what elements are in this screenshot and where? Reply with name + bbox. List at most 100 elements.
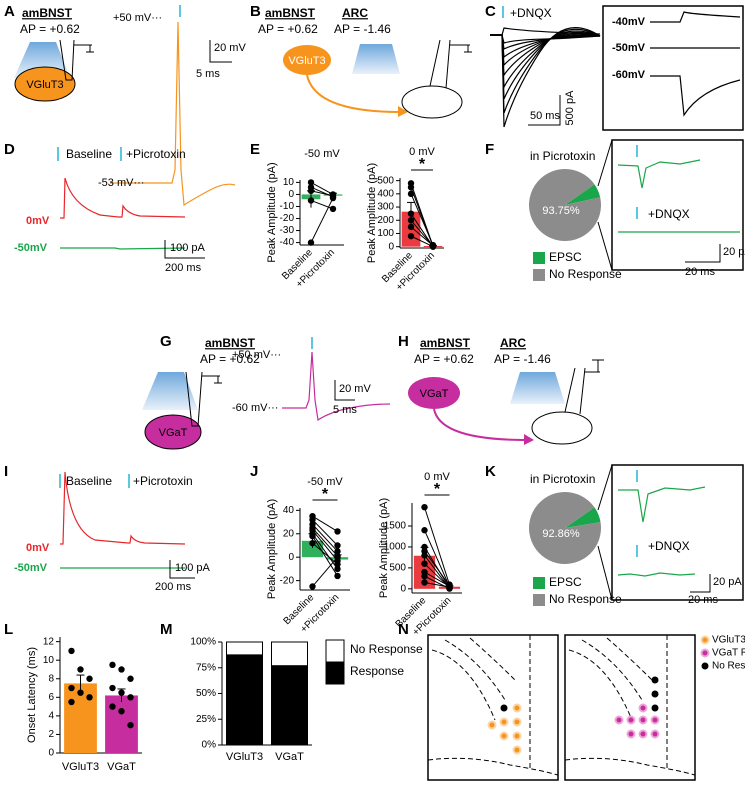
data-point (118, 666, 125, 673)
legend-label: No Response (350, 642, 423, 656)
y-tick-label: 10 (283, 177, 295, 188)
significance-label: * (419, 156, 426, 173)
drug-label: +DNQX (648, 539, 690, 553)
data-point (309, 516, 316, 523)
holding-label: 0mV (26, 542, 50, 554)
pair-line (312, 519, 338, 546)
y-axis-label: Peak Amplitude (pA) (378, 498, 390, 598)
region: amBNST (205, 336, 256, 350)
trace (490, 28, 601, 114)
target-region: ARC (500, 336, 526, 350)
region: amBNST (22, 6, 73, 20)
light-pulse (179, 5, 181, 17)
y-tick-label: 400 (377, 188, 394, 199)
y-tick-label: 2 (48, 729, 54, 740)
pair-line (310, 190, 334, 197)
panel-label: M (160, 621, 173, 638)
data-point (421, 503, 428, 511)
data-point (407, 190, 415, 198)
trace (490, 30, 601, 100)
data-point (86, 694, 93, 701)
scale-bar (685, 244, 721, 263)
y-tick-label: 75% (196, 662, 216, 673)
data-point (407, 184, 415, 191)
y-tick-label: 0 (288, 552, 294, 563)
pair-line (424, 571, 450, 587)
y-tick-label: 12 (43, 636, 55, 647)
data-point (334, 554, 341, 561)
cell-label: VGluT3 (26, 79, 63, 91)
data-point (86, 675, 93, 682)
legend-label: No Response (712, 661, 745, 672)
data-point (77, 689, 84, 696)
data-point (307, 239, 315, 246)
scale-x: 5 ms (196, 68, 220, 80)
data-point (334, 572, 341, 580)
condition: Baseline (66, 474, 112, 488)
y-tick-label: 500 (389, 563, 406, 574)
legend-swatch (533, 577, 545, 589)
data-point (68, 647, 75, 655)
trace (490, 34, 601, 44)
y-axis-label: Peak Amplitude (pA) (266, 499, 278, 599)
light-pulse (636, 545, 638, 557)
scale-x: 200 ms (165, 262, 202, 274)
legend-label: VGluT3 Response (712, 635, 745, 646)
significance-label: * (322, 486, 329, 503)
y-tick-label: 50% (196, 688, 216, 699)
trace (60, 471, 186, 545)
light-pulse (59, 474, 61, 488)
y-axis-label: Peak Amplitude (pA) (366, 163, 378, 263)
pair-line (312, 556, 338, 587)
y-tick-label: -20 (280, 213, 295, 224)
inset-box (611, 139, 744, 271)
scale-x: 5 ms (333, 404, 357, 416)
trace (490, 27, 601, 128)
peak-label: +50 mV··· (232, 349, 281, 361)
light-pulse (636, 207, 638, 219)
connector (597, 139, 613, 271)
scale-x: 20 ms (685, 266, 715, 278)
trace (110, 21, 236, 207)
data-point (446, 583, 453, 591)
bar-segment (226, 641, 263, 656)
y-axis-label: Onset Latency (ms) (26, 647, 38, 743)
data-point (421, 573, 428, 580)
panel-label: C (485, 3, 496, 20)
light-pulse (120, 147, 122, 161)
data-point (127, 694, 134, 701)
data-point (407, 223, 415, 231)
source-region: amBNST (265, 6, 316, 20)
y-tick-label: 6 (48, 692, 54, 703)
y-tick-label: 300 (377, 202, 394, 213)
scale-bar (528, 95, 561, 126)
panel-label: H (398, 333, 409, 350)
slice-label: 92.86% (542, 528, 580, 540)
scale-y: 100 pA (175, 562, 211, 574)
trace (490, 34, 601, 50)
cell-label: VGaT (420, 388, 449, 400)
light-pulse (57, 147, 59, 161)
trace (490, 34, 601, 59)
scale-x: 200 ms (155, 581, 192, 593)
pair-line (424, 550, 450, 586)
pair-line (424, 507, 450, 585)
pair-line (312, 535, 338, 577)
slice-label: 93.75% (542, 205, 580, 217)
trace (490, 31, 601, 90)
condition: Baseline (66, 147, 112, 161)
data-point (329, 194, 337, 202)
legend-swatch (325, 639, 345, 663)
data-point (127, 675, 134, 682)
legend-label: VGaT Response (712, 648, 745, 659)
scale-bar (169, 560, 195, 579)
coordinate: AP = +0.62 (200, 352, 260, 366)
coordinate: AP = +0.62 (20, 22, 80, 36)
trace (490, 34, 601, 67)
data-point (421, 560, 428, 567)
holding-label: -50mV (14, 562, 48, 574)
legend-swatch (533, 252, 545, 264)
y-tick-label: -30 (280, 225, 295, 236)
chart-title: -50 mV (304, 148, 340, 160)
condition: +Picrotoxin (126, 147, 186, 161)
